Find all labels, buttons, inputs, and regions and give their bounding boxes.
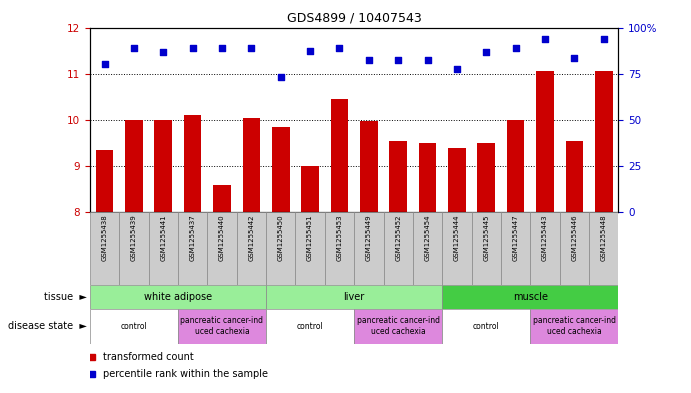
Bar: [266, 285, 442, 309]
Bar: [354, 212, 384, 285]
Bar: [413, 212, 442, 285]
Bar: [330, 99, 348, 212]
Text: GSM1255442: GSM1255442: [248, 215, 254, 261]
Text: GSM1255452: GSM1255452: [395, 215, 401, 261]
Bar: [213, 185, 231, 212]
Text: GSM1255453: GSM1255453: [337, 215, 343, 261]
Bar: [207, 212, 236, 285]
Text: transformed count: transformed count: [103, 352, 193, 362]
Point: [246, 45, 257, 51]
Text: control: control: [120, 322, 147, 331]
Bar: [90, 212, 119, 285]
Point: [158, 48, 169, 55]
Text: GSM1255443: GSM1255443: [542, 215, 548, 261]
Text: white adipose: white adipose: [144, 292, 212, 302]
Bar: [384, 212, 413, 285]
Point: [187, 45, 198, 51]
Point: [540, 36, 551, 42]
Bar: [589, 212, 618, 285]
Text: percentile rank within the sample: percentile rank within the sample: [103, 369, 268, 379]
Bar: [266, 309, 354, 344]
Bar: [530, 212, 560, 285]
Bar: [536, 72, 554, 212]
Point: [129, 45, 140, 51]
Point: [422, 57, 433, 63]
Bar: [501, 212, 530, 285]
Bar: [272, 127, 290, 212]
Bar: [507, 120, 524, 212]
Bar: [530, 309, 618, 344]
Text: GSM1255438: GSM1255438: [102, 215, 108, 261]
Text: GDS4899 / 10407543: GDS4899 / 10407543: [287, 12, 422, 25]
Text: liver: liver: [343, 292, 365, 302]
Point: [363, 57, 375, 63]
Text: GSM1255447: GSM1255447: [513, 215, 519, 261]
Point: [275, 74, 286, 80]
Bar: [301, 166, 319, 212]
Bar: [354, 309, 442, 344]
Point: [216, 45, 227, 51]
Bar: [266, 212, 296, 285]
Point: [99, 61, 110, 68]
Bar: [243, 118, 260, 212]
Bar: [154, 120, 172, 212]
Bar: [184, 115, 201, 212]
Text: GSM1255450: GSM1255450: [278, 215, 284, 261]
Bar: [565, 141, 583, 212]
Text: GSM1255454: GSM1255454: [424, 215, 430, 261]
Bar: [90, 309, 178, 344]
Point: [305, 48, 316, 54]
Point: [510, 45, 521, 51]
Text: GSM1255440: GSM1255440: [219, 215, 225, 261]
Text: control: control: [473, 322, 500, 331]
Text: muscle: muscle: [513, 292, 548, 302]
Text: GSM1255448: GSM1255448: [600, 215, 607, 261]
Bar: [90, 285, 266, 309]
Text: GSM1255441: GSM1255441: [160, 215, 167, 261]
Point: [392, 57, 404, 63]
Bar: [442, 285, 618, 309]
Text: control: control: [296, 322, 323, 331]
Point: [334, 45, 345, 51]
Text: tissue  ►: tissue ►: [44, 292, 86, 302]
Bar: [178, 309, 266, 344]
Text: pancreatic cancer-ind
uced cachexia: pancreatic cancer-ind uced cachexia: [357, 316, 439, 336]
Bar: [389, 141, 407, 212]
Bar: [125, 120, 142, 212]
Point: [569, 54, 580, 61]
Text: GSM1255444: GSM1255444: [454, 215, 460, 261]
Bar: [419, 143, 437, 212]
Point: [451, 66, 462, 72]
Text: GSM1255439: GSM1255439: [131, 215, 137, 261]
Point: [598, 36, 609, 42]
Bar: [295, 212, 325, 285]
Bar: [95, 150, 113, 212]
Text: GSM1255445: GSM1255445: [483, 215, 489, 261]
Text: GSM1255449: GSM1255449: [366, 215, 372, 261]
Bar: [236, 212, 266, 285]
Bar: [477, 143, 495, 212]
Point: [481, 48, 492, 55]
Bar: [560, 212, 589, 285]
Bar: [178, 212, 207, 285]
Bar: [448, 147, 466, 212]
Bar: [149, 212, 178, 285]
Bar: [442, 309, 530, 344]
Text: GSM1255437: GSM1255437: [189, 215, 196, 261]
Bar: [595, 72, 612, 212]
Text: pancreatic cancer-ind
uced cachexia: pancreatic cancer-ind uced cachexia: [533, 316, 616, 336]
Text: GSM1255451: GSM1255451: [307, 215, 313, 261]
Text: disease state  ►: disease state ►: [8, 321, 86, 331]
Bar: [442, 212, 471, 285]
Text: pancreatic cancer-ind
uced cachexia: pancreatic cancer-ind uced cachexia: [180, 316, 263, 336]
Bar: [325, 212, 354, 285]
Bar: [119, 212, 149, 285]
Text: GSM1255446: GSM1255446: [571, 215, 578, 261]
Bar: [471, 212, 501, 285]
Bar: [360, 121, 377, 212]
